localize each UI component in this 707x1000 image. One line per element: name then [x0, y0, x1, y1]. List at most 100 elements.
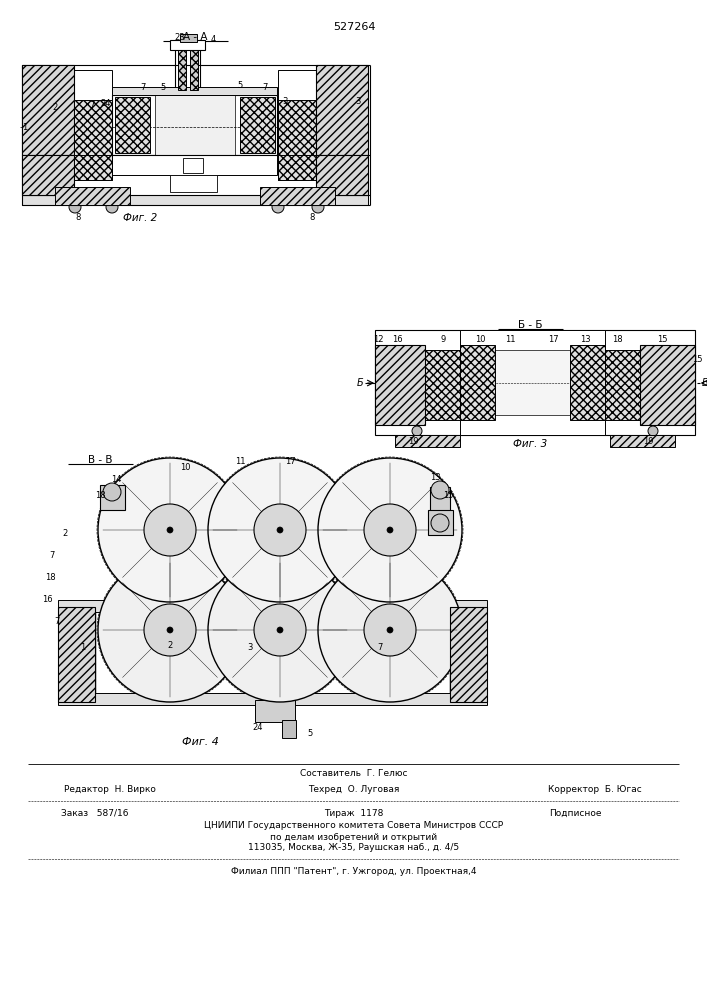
Circle shape — [167, 527, 173, 533]
Circle shape — [271, 521, 289, 539]
Circle shape — [161, 521, 179, 539]
Text: 11: 11 — [235, 458, 245, 466]
Text: 1: 1 — [81, 644, 86, 652]
Bar — [58, 693, 487, 705]
Bar — [425, 350, 460, 420]
Circle shape — [277, 627, 283, 633]
Text: 18: 18 — [45, 574, 55, 582]
Text: 2: 2 — [52, 103, 58, 111]
Bar — [112, 87, 277, 95]
Text: Фиг. 3: Фиг. 3 — [513, 439, 547, 449]
Bar — [640, 345, 695, 425]
Bar — [428, 510, 453, 535]
Text: 1: 1 — [23, 122, 28, 131]
Bar — [183, 158, 203, 173]
Bar — [316, 65, 368, 155]
Circle shape — [364, 604, 416, 656]
Bar — [260, 187, 335, 205]
Bar — [115, 97, 150, 153]
Bar — [74, 100, 112, 155]
Text: 13: 13 — [580, 336, 590, 344]
Circle shape — [277, 527, 283, 533]
Text: 18: 18 — [612, 336, 622, 344]
Bar — [460, 330, 605, 435]
Circle shape — [431, 514, 449, 532]
Bar — [375, 345, 425, 425]
Text: 11: 11 — [505, 336, 515, 344]
Text: 13: 13 — [430, 473, 440, 482]
Text: 3: 3 — [356, 98, 361, 106]
Circle shape — [312, 201, 324, 213]
Bar — [255, 700, 295, 722]
Text: 7: 7 — [140, 84, 146, 93]
Bar — [285, 107, 299, 145]
Circle shape — [106, 201, 118, 213]
Bar — [570, 345, 605, 420]
Bar — [180, 34, 197, 42]
Text: 7: 7 — [54, 617, 59, 626]
Bar — [468, 615, 480, 625]
Text: 14: 14 — [111, 476, 121, 485]
Circle shape — [144, 604, 196, 656]
Bar — [170, 40, 205, 50]
Bar — [22, 155, 74, 195]
Text: Составитель  Г. Гелюс: Составитель Г. Гелюс — [300, 770, 408, 778]
Bar — [450, 607, 487, 702]
Circle shape — [648, 426, 658, 436]
Text: 113035, Москва, Ж-35, Раушская наб., д. 4/5: 113035, Москва, Ж-35, Раушская наб., д. … — [248, 844, 460, 852]
Text: 5: 5 — [238, 82, 243, 91]
Circle shape — [98, 558, 242, 702]
Bar — [375, 330, 695, 435]
Bar — [460, 350, 605, 415]
Circle shape — [364, 504, 416, 556]
Text: 4: 4 — [211, 35, 216, 44]
Bar — [278, 155, 316, 180]
Text: 17: 17 — [285, 458, 296, 466]
Circle shape — [208, 458, 352, 602]
Text: 16: 16 — [42, 595, 52, 604]
Text: 3: 3 — [282, 98, 288, 106]
Text: Техред  О. Луговая: Техред О. Луговая — [308, 784, 399, 794]
Text: 3: 3 — [247, 644, 252, 652]
Bar — [178, 50, 186, 90]
Bar — [155, 95, 235, 155]
Circle shape — [69, 201, 81, 213]
Bar — [74, 70, 112, 180]
Text: 2: 2 — [168, 641, 173, 650]
Bar — [278, 100, 316, 155]
Text: 5: 5 — [308, 728, 312, 738]
Text: 17: 17 — [548, 336, 559, 344]
Bar — [22, 195, 368, 205]
Bar — [615, 368, 627, 410]
Circle shape — [318, 458, 462, 602]
Circle shape — [272, 201, 284, 213]
Text: 19: 19 — [643, 438, 653, 446]
Bar — [278, 70, 316, 180]
Circle shape — [381, 521, 399, 539]
Circle shape — [254, 504, 306, 556]
Text: Фиг. 4: Фиг. 4 — [182, 737, 218, 747]
Circle shape — [144, 504, 196, 556]
Text: 7: 7 — [89, 101, 95, 109]
Text: 19: 19 — [408, 438, 419, 446]
Bar — [190, 50, 198, 90]
Text: 10: 10 — [474, 336, 485, 344]
Text: 15: 15 — [657, 336, 667, 344]
Bar — [95, 607, 450, 702]
Bar — [605, 350, 640, 420]
Text: 7: 7 — [262, 83, 268, 92]
Text: В: В — [701, 378, 707, 388]
Circle shape — [167, 627, 173, 633]
Circle shape — [381, 621, 399, 639]
Circle shape — [387, 627, 393, 633]
Circle shape — [161, 621, 179, 639]
Text: 7: 7 — [378, 644, 382, 652]
Circle shape — [103, 483, 121, 501]
Bar — [610, 435, 675, 447]
Bar — [175, 45, 200, 95]
Text: Б - Б: Б - Б — [518, 320, 542, 330]
Circle shape — [208, 558, 352, 702]
Circle shape — [412, 426, 422, 436]
Text: ЦНИИПИ Государственного комитета Совета Министров СССР: ЦНИИПИ Государственного комитета Совета … — [204, 822, 503, 830]
Circle shape — [318, 558, 462, 702]
